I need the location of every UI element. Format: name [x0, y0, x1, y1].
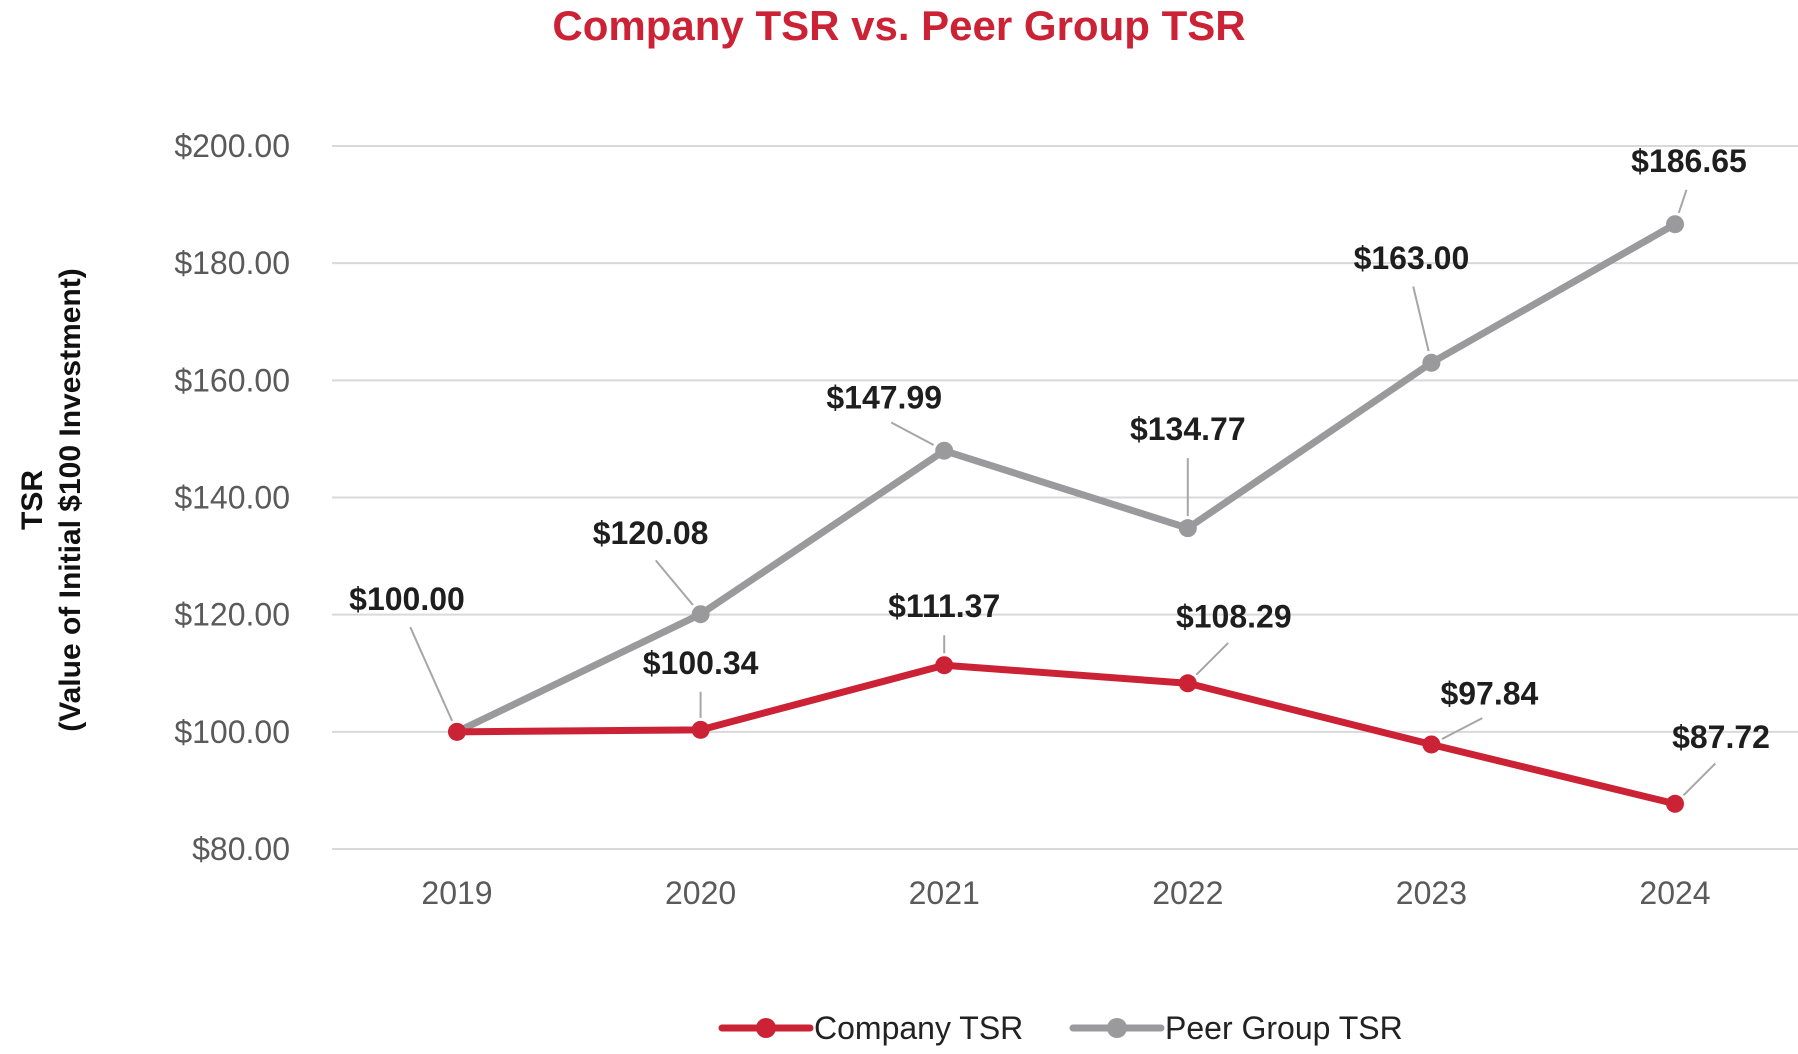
leader-line [1412, 286, 1430, 352]
x-tick-label: 2023 [1396, 875, 1467, 911]
series-line-company-tsr [453, 661, 1679, 808]
data-label: $97.84 [1440, 675, 1538, 711]
leader-line [1677, 189, 1688, 214]
legend-swatch-marker [1107, 1018, 1127, 1038]
x-tick-label: 2024 [1639, 875, 1710, 911]
leader-line [1195, 642, 1229, 676]
y-axis-ticks: $80.00 $100.00 $120.00 $140.00 $160.00 $180.0… [174, 128, 290, 867]
x-axis-ticks: 2019 2020 2021 2022 2023 2024 [421, 875, 1710, 911]
label-leader-lines [409, 189, 1717, 796]
series-lines [453, 220, 1679, 808]
legend-label: Company TSR [814, 1010, 1023, 1046]
y-tick-label: $160.00 [174, 362, 290, 398]
legend-swatch-marker [756, 1018, 776, 1038]
gridlines [332, 145, 1798, 850]
data-point [935, 441, 954, 460]
y-axis-label: TSR (Value of Initial $100 Investment) [16, 268, 87, 731]
data-point [1178, 674, 1197, 693]
leader-line [1682, 762, 1717, 796]
data-label: $163.00 [1354, 240, 1470, 276]
data-point [1666, 215, 1684, 234]
data-label: $134.77 [1130, 411, 1246, 447]
data-label: $100.34 [643, 645, 759, 681]
y-tick-label: $100.00 [174, 714, 290, 750]
x-tick-label: 2021 [909, 875, 980, 911]
data-label: $186.65 [1631, 143, 1747, 179]
data-point [1666, 794, 1684, 813]
leader-line [1441, 717, 1483, 740]
x-tick-label: 2020 [665, 875, 736, 911]
data-label: $111.37 [888, 588, 1000, 624]
data-labels: $100.34 $111.37 $108.29 $97.84 $87.72 $100.00… [349, 143, 1770, 755]
leader-line [409, 626, 454, 722]
x-tick-label: 2022 [1152, 875, 1223, 911]
data-label: $147.99 [826, 380, 942, 416]
y-tick-label: $180.00 [174, 245, 290, 281]
y-axis-label-line2: (Value of Initial $100 Investment) [54, 268, 87, 731]
y-tick-label: $140.00 [174, 480, 290, 516]
data-point [1178, 519, 1197, 538]
data-point [691, 720, 710, 739]
series-line-peer-group-tsr [453, 220, 1679, 736]
data-point [1422, 735, 1441, 754]
leader-line [654, 559, 694, 606]
data-point [691, 605, 710, 624]
y-axis-label-line1: TSR [16, 470, 49, 530]
series-markers [448, 215, 1684, 813]
y-tick-label: $200.00 [174, 128, 290, 164]
x-tick-label: 2019 [421, 875, 492, 911]
y-tick-label: $80.00 [192, 831, 290, 867]
data-point [448, 722, 466, 741]
data-label: $100.00 [349, 581, 465, 617]
data-point [935, 656, 954, 675]
data-point [1422, 353, 1441, 372]
data-label: $87.72 [1672, 719, 1770, 755]
chart-title: Company TSR vs. Peer Group TSR [552, 2, 1245, 49]
legend: Company TSR Peer Group TSR [718, 1010, 1403, 1046]
data-label: $120.08 [593, 515, 709, 551]
data-label: $108.29 [1176, 598, 1292, 634]
legend-label: Peer Group TSR [1165, 1010, 1403, 1046]
leader-line [890, 421, 935, 446]
y-tick-label: $120.00 [174, 597, 290, 633]
